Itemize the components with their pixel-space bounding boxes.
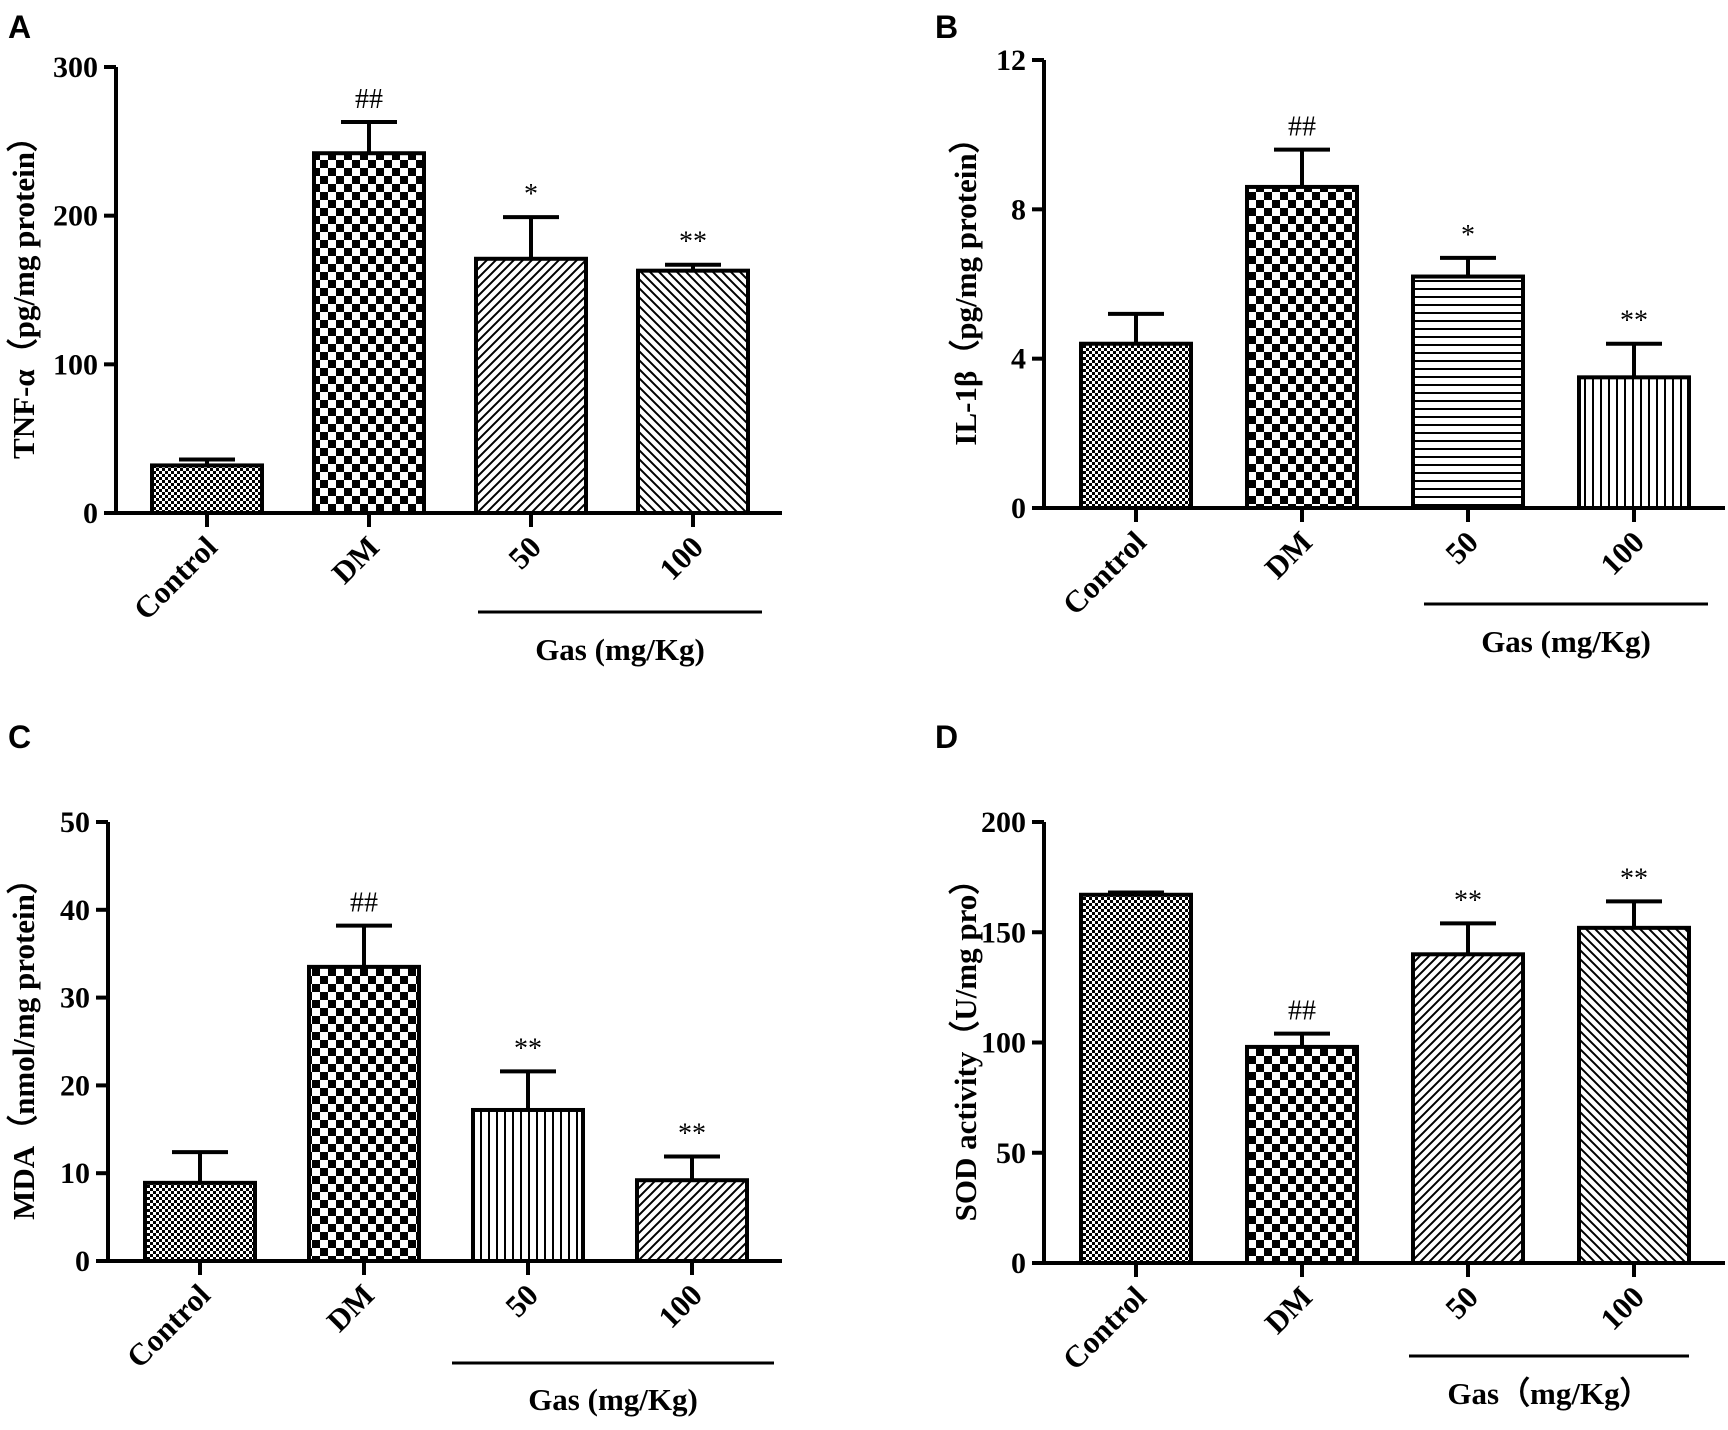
bar-dm xyxy=(307,964,421,1263)
panel-letter: C xyxy=(8,719,31,755)
significance-label: ** xyxy=(679,227,707,258)
bar-100 xyxy=(636,268,750,515)
y-axis-label: SOD activity（U/mg pro） xyxy=(948,864,983,1222)
x-tick-label: Control xyxy=(127,529,225,627)
group-label: Gas (mg/Kg) xyxy=(535,632,705,667)
significance-label: ** xyxy=(1454,885,1482,916)
x-tick-label: Control xyxy=(1056,524,1154,622)
x-tick-label: 100 xyxy=(652,529,710,587)
y-tick-label: 10 xyxy=(60,1157,90,1190)
y-axis-label: MDA（nmol/mg protein） xyxy=(6,863,41,1220)
y-tick-label: 50 xyxy=(996,1137,1026,1170)
y-tick-label: 30 xyxy=(60,982,90,1015)
y-tick-label: 0 xyxy=(83,497,98,530)
y-tick-label: 0 xyxy=(1011,1247,1026,1280)
significance-label: * xyxy=(1461,220,1475,251)
y-tick-label: 100 xyxy=(981,1027,1026,1060)
y-tick-label: 0 xyxy=(75,1245,90,1278)
significance-label: * xyxy=(524,179,538,210)
y-tick-label: 300 xyxy=(53,51,98,84)
panel-d: D 0 50 100 150 200 SOD activity（U/mg pro） Contr… xyxy=(935,719,1725,1411)
significance-label: ** xyxy=(1620,306,1648,337)
bar-dm xyxy=(1245,1044,1359,1266)
bar-control xyxy=(143,1180,257,1264)
y-axis-label: IL-1β（pg/mg protein） xyxy=(948,122,983,445)
panel-a: A 0 100 200 300 TNF-α（pg/mg protein） Control ##… xyxy=(6,9,782,667)
group-label: Gas（mg/Kg） xyxy=(1447,1376,1650,1411)
x-tick-label: 50 xyxy=(501,529,548,576)
x-tick-label: DM xyxy=(1258,524,1319,585)
x-tick-label: Control xyxy=(120,1277,218,1375)
y-tick-label: 8 xyxy=(1011,193,1026,226)
bar-control xyxy=(150,463,264,515)
x-tick-label: 100 xyxy=(1593,524,1651,582)
y-tick-label: 40 xyxy=(60,894,90,927)
bar-100 xyxy=(635,1178,749,1263)
x-tick-label: 50 xyxy=(1438,524,1485,571)
y-tick-label: 100 xyxy=(53,348,98,381)
y-tick-label: 200 xyxy=(53,200,98,233)
bar-50 xyxy=(474,256,588,515)
panel-letter: B xyxy=(935,9,958,45)
panel-b: B 0 4 8 12 IL-1β（pg/mg protein） Control ## DM * 50… xyxy=(935,9,1725,659)
group-label: Gas (mg/Kg) xyxy=(1481,624,1651,659)
significance-label: ## xyxy=(1288,112,1316,143)
y-tick-label: 12 xyxy=(996,44,1026,77)
panel-c: C 0 10 20 30 40 50 MDA（nmol/mg protein） Control #… xyxy=(6,719,782,1417)
significance-label: ## xyxy=(1288,996,1316,1027)
x-tick-label: DM xyxy=(1258,1279,1319,1340)
x-tick-label: DM xyxy=(325,529,386,590)
group-label: Gas (mg/Kg) xyxy=(528,1382,698,1417)
panel-letter: A xyxy=(8,9,31,45)
bar-50 xyxy=(1411,274,1525,510)
y-tick-label: 0 xyxy=(1011,492,1026,525)
bar-dm xyxy=(312,151,426,516)
x-tick-label: 50 xyxy=(1438,1279,1485,1326)
y-tick-label: 50 xyxy=(60,806,90,839)
bar-control xyxy=(1079,892,1193,1265)
x-tick-label: 100 xyxy=(651,1277,709,1335)
bar-100 xyxy=(1577,925,1691,1266)
panel-letter: D xyxy=(935,719,958,755)
y-tick-label: 150 xyxy=(981,916,1026,949)
bar-100 xyxy=(1577,375,1691,511)
significance-label: ## xyxy=(350,888,378,919)
bar-control xyxy=(1079,341,1193,510)
x-tick-label: 50 xyxy=(498,1277,545,1324)
x-tick-label: DM xyxy=(320,1277,381,1338)
significance-label: ** xyxy=(514,1033,542,1064)
significance-label: ** xyxy=(678,1119,706,1150)
bar-dm xyxy=(1245,184,1359,511)
significance-label: ## xyxy=(355,84,383,115)
x-tick-label: Control xyxy=(1056,1279,1154,1377)
bar-50 xyxy=(471,1107,585,1264)
y-tick-label: 200 xyxy=(981,806,1026,839)
bar-50 xyxy=(1411,952,1525,1265)
significance-label: ** xyxy=(1620,863,1648,894)
x-tick-label: 100 xyxy=(1593,1279,1651,1337)
y-tick-label: 20 xyxy=(60,1069,90,1102)
y-axis-label: TNF-α（pg/mg protein） xyxy=(6,121,41,459)
y-tick-label: 4 xyxy=(1011,343,1026,376)
